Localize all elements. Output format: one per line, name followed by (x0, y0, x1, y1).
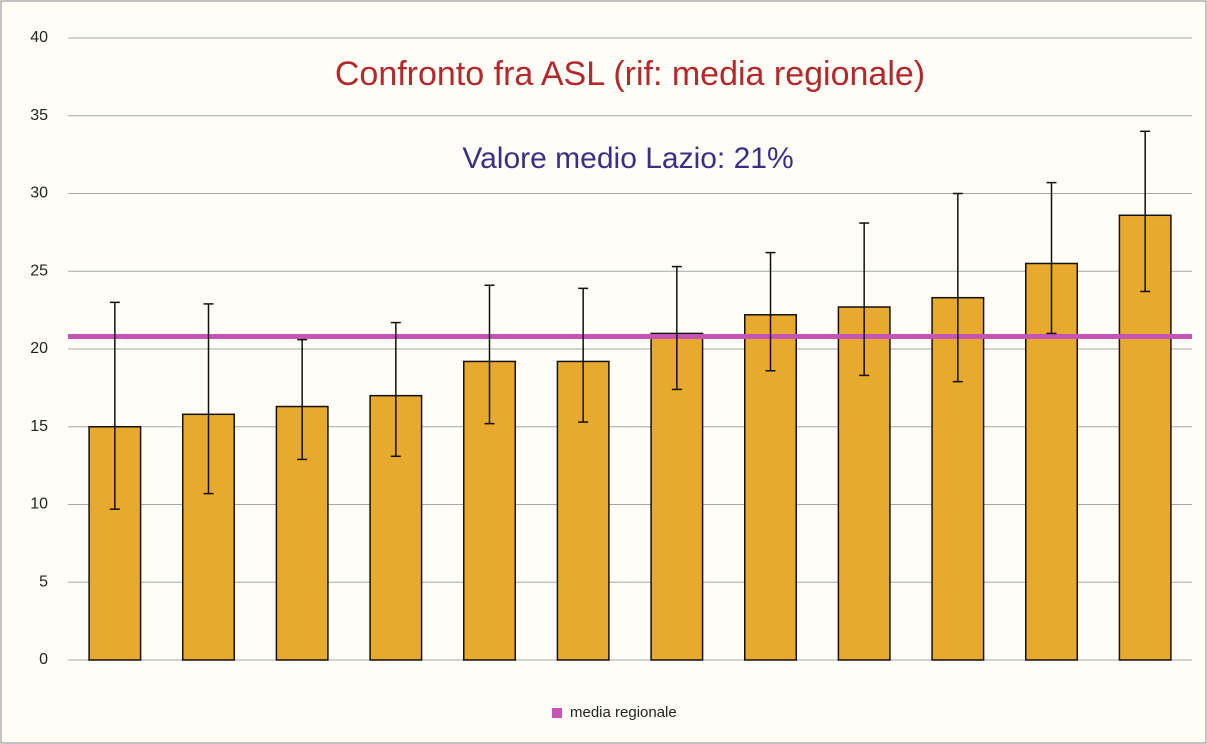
bar (1024, 262, 1079, 661)
y-tick-label: 30 (30, 185, 48, 202)
y-tick-label: 40 (30, 29, 48, 46)
y-tick-label: 35 (30, 107, 48, 124)
y-tick-label: 20 (30, 340, 48, 357)
chart-subtitle: Valore medio Lazio: 21% (462, 142, 793, 175)
y-tick-label: 10 (30, 496, 48, 513)
y-tick-label: 0 (39, 651, 48, 668)
y-tick-label: 15 (30, 418, 48, 435)
legend-label: media regionale (570, 704, 677, 721)
y-tick-label: 25 (30, 262, 48, 279)
chart-title: Confronto fra ASL (rif: media regionale) (335, 55, 925, 93)
legend-swatch (552, 708, 562, 718)
y-tick-label: 5 (39, 573, 48, 590)
bar (743, 314, 798, 661)
